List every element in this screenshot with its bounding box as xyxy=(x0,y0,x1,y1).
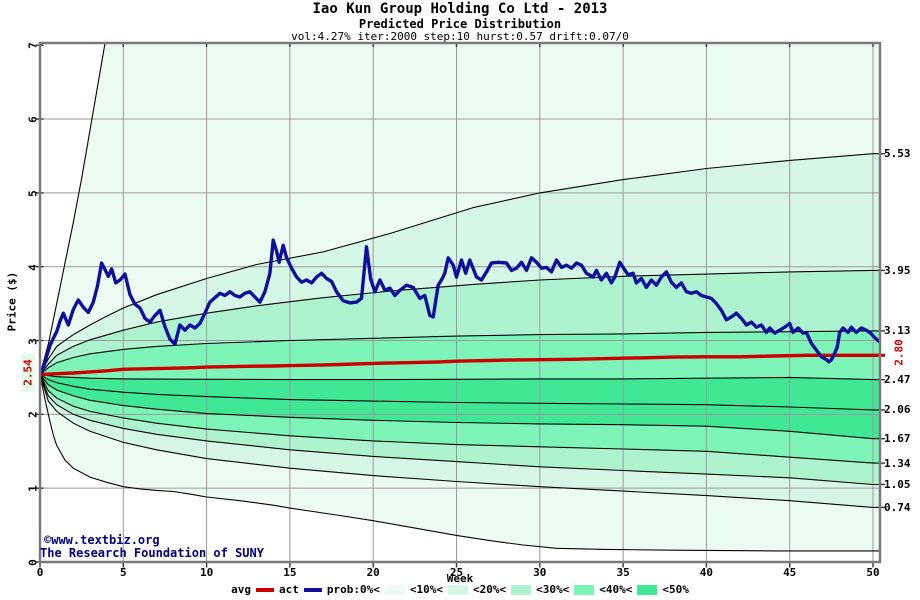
envelope-10pct_upper xyxy=(40,153,880,375)
right-axis-label-3.95: 3.95 xyxy=(884,263,911,277)
band-20pct_lower xyxy=(40,374,880,464)
band-30pct_lower xyxy=(40,374,880,439)
x-tick-label-20: 20 xyxy=(366,566,380,579)
start-price-label: 2.54 xyxy=(21,353,35,392)
y-tick-label-3: 3 xyxy=(26,337,40,345)
band-20pct_upper xyxy=(40,270,880,375)
chart-title: Iao Kun Group Holding Co Ltd - 2013 xyxy=(312,1,608,17)
y-tick-label-1: 1 xyxy=(26,485,40,492)
band-max_0pct_upper xyxy=(40,43,880,375)
legend-line-avg_line xyxy=(256,587,274,592)
y-axis-title: Price ($) xyxy=(5,271,19,332)
legend-label-10: <30%< xyxy=(536,583,570,596)
legend-label-0: avg xyxy=(231,583,251,596)
right-axis-label-1.34: 1.34 xyxy=(884,456,911,470)
x-tick-label-10: 10 xyxy=(199,566,214,579)
legend-label-8: <20%< xyxy=(472,583,507,596)
legend-swatch-band4 xyxy=(574,584,595,595)
legend-swatch-band5 xyxy=(637,584,658,595)
envelope-40pct_lower xyxy=(40,373,880,381)
y-tick-label-7: 7 xyxy=(26,42,40,50)
legend-label-6: <10%< xyxy=(409,583,443,596)
band-0pct_lower_a xyxy=(40,374,880,508)
right-axis-label-1.05: 1.05 xyxy=(884,477,911,491)
x-tick-label-50: 50 xyxy=(866,566,880,579)
plot-frame xyxy=(38,41,882,564)
envelope-max_0pct_upper xyxy=(40,43,106,375)
envelope-30pct_lower xyxy=(40,374,880,411)
legend-label-14: <50% xyxy=(662,583,689,596)
legend-line-act_line xyxy=(303,587,322,592)
y-tick-label-5: 5 xyxy=(26,190,40,197)
y-tick-label-4: 4 xyxy=(26,263,40,271)
x-tick-label-35: 35 xyxy=(616,566,630,579)
chart-subtitle: Predicted Price Distribution xyxy=(358,17,562,31)
legend-label-4: prob:0%< xyxy=(326,583,380,596)
band-10pct_lower xyxy=(40,374,880,485)
right-axis-label-2.47: 2.47 xyxy=(884,373,911,387)
avg-line xyxy=(40,353,880,377)
x-tick-label-0: 0 xyxy=(36,566,44,579)
y-tick-label-0: 0 xyxy=(26,559,40,566)
series-lines xyxy=(40,238,880,377)
envelope-min_envelope xyxy=(40,374,880,552)
y-tick-label-6: 6 xyxy=(26,116,40,123)
right-axis-label-2.06: 2.06 xyxy=(884,403,911,417)
x-tick-label-40: 40 xyxy=(699,566,714,579)
right-axis-label-0.74: 0.74 xyxy=(884,500,911,514)
copyright-link[interactable]: ©www.textbiz.org xyxy=(44,533,160,547)
legend-label-12: <40%< xyxy=(599,583,633,596)
chart-legend: avg act prob:0%< <10%< <20%< <30%< <40%< <50% xyxy=(0,583,920,596)
copyright-org: The Research Foundation of SUNY xyxy=(40,546,264,560)
legend-swatch-band1 xyxy=(384,584,405,595)
band-0pct_lower_b xyxy=(40,374,880,551)
x-axis-title: Week xyxy=(446,572,474,585)
simulation-params: vol:4.27% iter:2000 step:10 hurst:0.57 d… xyxy=(291,30,629,43)
x-tick-label-45: 45 xyxy=(783,566,797,579)
envelope-30pct_upper xyxy=(40,330,880,375)
x-tick-label-25: 25 xyxy=(449,566,464,579)
x-tick-label-5: 5 xyxy=(119,566,127,579)
envelope-20pct_upper xyxy=(40,269,880,375)
x-tick-label-30: 30 xyxy=(533,566,547,579)
legend-swatch-band3 xyxy=(511,584,532,595)
avg-end-price-label: 2.80 xyxy=(892,339,906,366)
y-tick-label-2: 2 xyxy=(26,411,40,419)
envelope-10pct_lower xyxy=(40,374,880,464)
envelope-lines xyxy=(40,43,880,552)
right-axis-label-3.13: 3.13 xyxy=(884,324,911,338)
legend-label-2: act xyxy=(279,583,299,596)
right-axis-label-5.53: 5.53 xyxy=(884,147,911,161)
envelope-20pct_lower xyxy=(40,374,880,440)
x-tick-label-15: 15 xyxy=(283,566,297,579)
act-line xyxy=(40,238,880,376)
probability-bands xyxy=(40,43,880,551)
right-axis-label-1.67: 1.67 xyxy=(884,432,911,446)
legend-swatch-band2 xyxy=(447,584,468,595)
envelope-0pct_lower_b xyxy=(40,374,880,508)
band-40pct_lower xyxy=(40,374,880,410)
envelope-0pct_lower_a xyxy=(40,374,880,486)
